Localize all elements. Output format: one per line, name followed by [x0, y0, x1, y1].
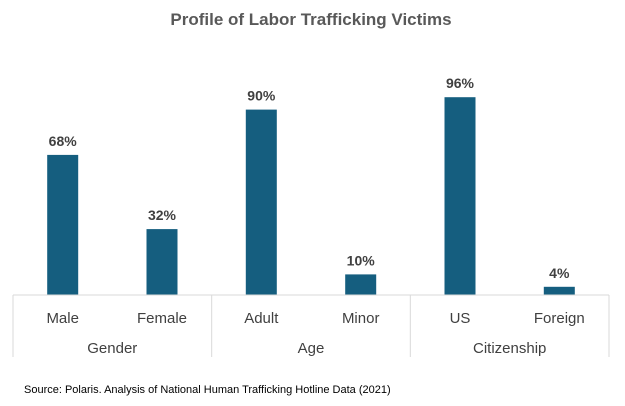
category-label-minor: Minor	[342, 310, 380, 327]
data-label-us: 96%	[446, 75, 475, 91]
category-label-male: Male	[46, 310, 79, 327]
data-label-adult: 90%	[247, 88, 276, 104]
chart-title: Profile of Labor Trafficking Victims	[170, 10, 451, 29]
data-labels-layer: 68% 32% 90% 10% 96% 4%	[49, 75, 570, 281]
data-label-male: 68%	[49, 133, 78, 149]
group-label-citizenship: Citizenship	[473, 340, 546, 357]
bar-foreign	[543, 286, 575, 295]
category-axis: Male Female Adult Minor US Foreign Gender Age Ci…	[12, 294, 610, 357]
data-label-minor: 10%	[347, 252, 376, 268]
bar-minor	[345, 274, 377, 295]
source-note: Source: Polaris. Analysis of National Hu…	[24, 384, 391, 396]
category-label-foreign: Foreign	[534, 310, 585, 327]
category-label-adult: Adult	[244, 310, 279, 327]
category-label-female: Female	[137, 310, 187, 327]
bars-layer	[47, 97, 575, 295]
bar-male	[47, 154, 79, 295]
bar-us	[444, 97, 476, 295]
data-label-foreign: 4%	[549, 265, 570, 281]
bar-female	[146, 229, 178, 295]
category-label-us: US	[450, 310, 471, 327]
bar-adult	[245, 109, 277, 295]
group-label-gender: Gender	[87, 340, 137, 357]
group-label-age: Age	[298, 340, 325, 357]
data-label-female: 32%	[148, 207, 177, 223]
